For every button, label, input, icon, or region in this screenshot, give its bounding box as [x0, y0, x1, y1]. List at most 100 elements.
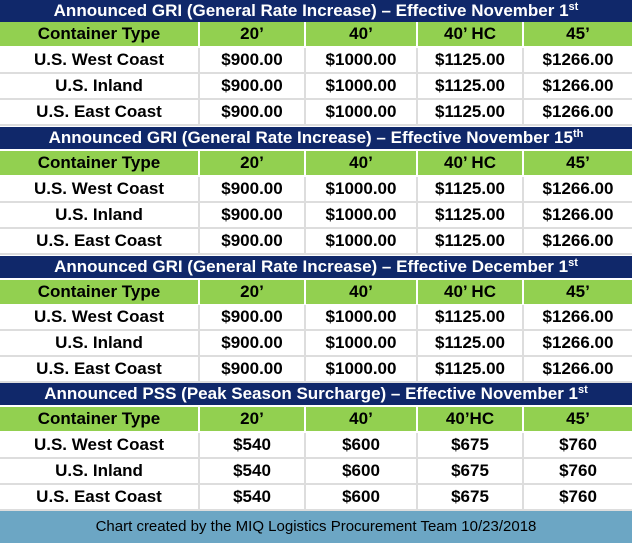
table-row: U.S. West Coast $900.00 $1000.00 $1125.0… [0, 305, 632, 331]
region-cell: U.S. Inland [0, 331, 198, 357]
rate-cell: $1000.00 [306, 305, 416, 331]
column-header: 20’ [200, 280, 304, 306]
rate-cell: $1000.00 [306, 203, 416, 229]
rate-cell: $1266.00 [524, 100, 632, 126]
rate-cell: $1125.00 [418, 203, 522, 229]
table-row: U.S. Inland $900.00 $1000.00 $1125.00 $1… [0, 331, 632, 357]
section-title: Announced PSS (Peak Season Surcharge) – … [0, 383, 632, 405]
rate-cell: $1266.00 [524, 331, 632, 357]
rate-cell: $1266.00 [524, 203, 632, 229]
table-row: U.S. Inland $540 $600 $675 $760 [0, 459, 632, 485]
rate-cell: $1125.00 [418, 48, 522, 74]
header-row: Container Type 20’ 40’ 40’ HC 45’ [0, 151, 632, 177]
rate-cell: $1125.00 [418, 74, 522, 100]
table-row: U.S. Inland $900.00 $1000.00 $1125.00 $1… [0, 74, 632, 100]
column-header: 20’ [200, 407, 304, 433]
rate-cell: $1266.00 [524, 74, 632, 100]
rate-cell: $1266.00 [524, 177, 632, 203]
rate-cell: $675 [418, 459, 522, 485]
rate-cell: $900.00 [200, 357, 304, 383]
table-row: U.S. West Coast $540 $600 $675 $760 [0, 433, 632, 459]
rate-cell: $1000.00 [306, 229, 416, 255]
rate-cell: $675 [418, 485, 522, 511]
column-header: 40’ HC [418, 280, 522, 306]
header-row: Container Type 20’ 40’ 40’ HC 45’ [0, 280, 632, 306]
rate-cell: $540 [200, 433, 304, 459]
region-cell: U.S. Inland [0, 203, 198, 229]
column-header: 45’ [524, 22, 632, 48]
section-title: Announced GRI (General Rate Increase) – … [0, 0, 632, 22]
rate-cell: $1266.00 [524, 229, 632, 255]
rate-cell: $900.00 [200, 305, 304, 331]
rate-cell: $1125.00 [418, 177, 522, 203]
table-row: U.S. East Coast $900.00 $1000.00 $1125.0… [0, 100, 632, 126]
header-row: Container Type 20’ 40’ 40’ HC 45’ [0, 22, 632, 48]
column-header: 20’ [200, 151, 304, 177]
section-title: Announced GRI (General Rate Increase) – … [0, 127, 632, 149]
column-header: 40’ [306, 151, 416, 177]
rate-cell: $1266.00 [524, 305, 632, 331]
rate-cell: $760 [524, 485, 632, 511]
header-row: Container Type 20’ 40’ 40’HC 45’ [0, 407, 632, 433]
column-header: 40’ HC [418, 151, 522, 177]
region-cell: U.S. Inland [0, 459, 198, 485]
rate-cell: $1266.00 [524, 357, 632, 383]
rate-cell: $1000.00 [306, 100, 416, 126]
region-cell: U.S. West Coast [0, 48, 198, 74]
rate-cell: $600 [306, 459, 416, 485]
rate-cell: $900.00 [200, 48, 304, 74]
region-cell: U.S. Inland [0, 74, 198, 100]
rate-cell: $540 [200, 459, 304, 485]
column-header: Container Type [0, 407, 198, 433]
column-header: 40’HC [418, 407, 522, 433]
column-header: 40’ [306, 407, 416, 433]
rate-cell: $1000.00 [306, 177, 416, 203]
rate-cell: $1000.00 [306, 48, 416, 74]
rate-cell: $900.00 [200, 229, 304, 255]
table-row: U.S. Inland $900.00 $1000.00 $1125.00 $1… [0, 203, 632, 229]
column-header: 40’ [306, 280, 416, 306]
rate-cell: $1125.00 [418, 357, 522, 383]
table-row: U.S. West Coast $900.00 $1000.00 $1125.0… [0, 177, 632, 203]
rate-cell: $1000.00 [306, 74, 416, 100]
rate-cell: $1125.00 [418, 305, 522, 331]
rate-cell: $1125.00 [418, 100, 522, 126]
region-cell: U.S. West Coast [0, 177, 198, 203]
rate-cell: $675 [418, 433, 522, 459]
rate-cell: $900.00 [200, 331, 304, 357]
rate-cell: $1000.00 [306, 331, 416, 357]
column-header: Container Type [0, 280, 198, 306]
region-cell: U.S. West Coast [0, 305, 198, 331]
column-header: 45’ [524, 407, 632, 433]
column-header: 40’ [306, 22, 416, 48]
column-header: 45’ [524, 280, 632, 306]
rate-cell: $1000.00 [306, 357, 416, 383]
rate-cell: $1125.00 [418, 229, 522, 255]
region-cell: U.S. East Coast [0, 485, 198, 511]
region-cell: U.S. East Coast [0, 229, 198, 255]
table-row: U.S. East Coast $900.00 $1000.00 $1125.0… [0, 229, 632, 255]
region-cell: U.S. East Coast [0, 357, 198, 383]
section-title: Announced GRI (General Rate Increase) – … [0, 256, 632, 278]
column-header: 45’ [524, 151, 632, 177]
footer-credit: Chart created by the MIQ Logistics Procu… [0, 511, 632, 543]
region-cell: U.S. East Coast [0, 100, 198, 126]
rate-cell: $1125.00 [418, 331, 522, 357]
rate-cell: $1266.00 [524, 48, 632, 74]
rate-cell: $600 [306, 485, 416, 511]
rate-cell: $900.00 [200, 177, 304, 203]
region-cell: U.S. West Coast [0, 433, 198, 459]
table-row: U.S. East Coast $900.00 $1000.00 $1125.0… [0, 357, 632, 383]
rate-cell: $760 [524, 433, 632, 459]
rate-cell: $600 [306, 433, 416, 459]
rate-cell: $900.00 [200, 100, 304, 126]
table-row: U.S. West Coast $900.00 $1000.00 $1125.0… [0, 48, 632, 74]
table-row: U.S. East Coast $540 $600 $675 $760 [0, 485, 632, 511]
column-header: 20’ [200, 22, 304, 48]
rate-cell: $540 [200, 485, 304, 511]
column-header: Container Type [0, 151, 198, 177]
rate-cell: $900.00 [200, 203, 304, 229]
column-header: Container Type [0, 22, 198, 48]
rate-cell: $760 [524, 459, 632, 485]
